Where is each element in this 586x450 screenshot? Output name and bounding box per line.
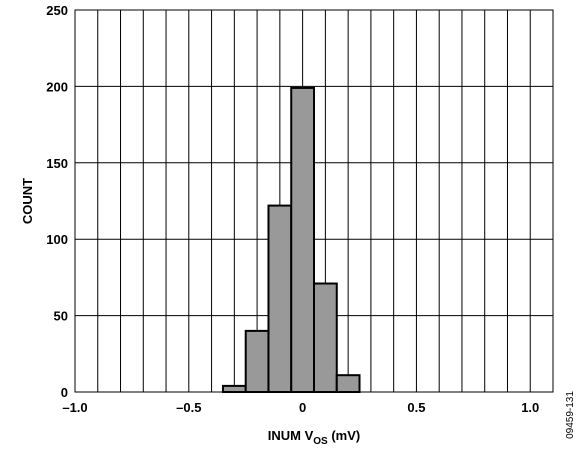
- x-axis-title-main: INUM V: [268, 428, 314, 443]
- histogram-bar: [335, 374, 361, 393]
- y-axis-title: COUNT: [20, 178, 35, 224]
- histogram-bar: [267, 204, 293, 393]
- x-tick-label: 1.0: [521, 400, 539, 415]
- histogram-bar: [313, 282, 338, 393]
- x-axis-title-subscript: OS: [313, 436, 328, 447]
- plot-frame: [74, 9, 554, 393]
- y-tick-label: 50: [54, 309, 68, 324]
- x-tick-label: 0: [299, 400, 306, 415]
- y-tick-label: 0: [61, 385, 68, 400]
- histogram-bars: [221, 86, 361, 394]
- x-axis-title-unit: (mV): [328, 428, 361, 443]
- histogram-bar: [221, 384, 247, 394]
- y-tick-label: 150: [46, 156, 68, 171]
- figure-id: 09459-131: [565, 391, 576, 439]
- histogram-bar: [244, 329, 270, 394]
- x-tick-labels: –1.0 –0.5 0 0.5 1.0: [62, 400, 539, 415]
- x-tick-label: 0.5: [407, 400, 425, 415]
- y-tick-labels: 0 50 100 150 200 250: [46, 3, 68, 400]
- x-tick-label: –0.5: [176, 400, 201, 415]
- x-tick-label: –1.0: [62, 400, 87, 415]
- y-tick-label: 250: [46, 3, 68, 18]
- y-tick-label: 100: [46, 232, 68, 247]
- grid-lines: [75, 10, 553, 392]
- y-tick-label: 200: [46, 79, 68, 94]
- histogram-bar: [290, 86, 316, 393]
- x-axis-title: INUM VOS (mV): [268, 428, 360, 447]
